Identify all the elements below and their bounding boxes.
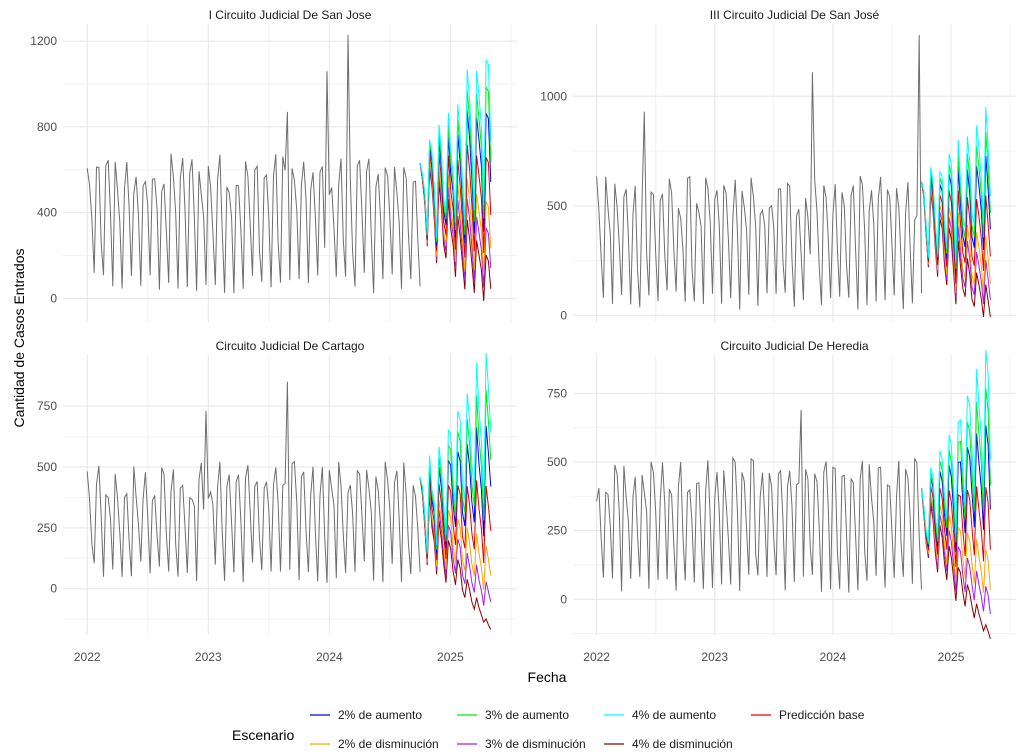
series-4-de-aumento <box>419 59 492 239</box>
series-4-de-aumento <box>921 106 991 263</box>
y-tick-label: 800 <box>37 120 57 134</box>
series-history <box>86 34 421 294</box>
legend-label: 4% de disminución <box>632 737 733 751</box>
y-tick-label: 0 <box>560 592 567 606</box>
y-tick-label: 500 <box>547 199 567 213</box>
panels-layer: 0 400 800 1200 I Circuito Judicial De San Jo… <box>30 8 1016 664</box>
series-2-de-disminuci-n <box>419 160 492 275</box>
series-history <box>86 381 421 583</box>
series-2-de-aumento <box>419 425 492 557</box>
series-2-de-disminuci-n <box>921 488 991 593</box>
x-tick-label: 2024 <box>316 650 343 664</box>
series-history <box>596 34 922 310</box>
legend-label: 2% de aumento <box>338 708 422 722</box>
legend-item: 3% de aumento <box>457 708 569 722</box>
series-predicci-n-base <box>419 144 492 258</box>
legend-item: 4% de disminución <box>604 737 733 751</box>
y-tick-label: 1200 <box>30 34 57 48</box>
x-tick-label: 2023 <box>195 650 222 664</box>
x-tick-label: 2023 <box>701 650 728 664</box>
y-tick-label: 750 <box>547 386 567 400</box>
x-axis-title: Fecha <box>528 669 567 685</box>
legend-label: 2% de disminución <box>338 737 439 751</box>
y-tick-label: 500 <box>37 460 57 474</box>
y-tick-label: 0 <box>560 308 567 322</box>
legend-label: 3% de aumento <box>485 708 569 722</box>
x-tick-label: 2022 <box>583 650 610 664</box>
y-tick-label: 0 <box>50 291 57 305</box>
panel-title: Circuito Judicial De Heredia <box>720 339 868 353</box>
legend-title: Escenario <box>232 727 294 743</box>
legend-item: 3% de disminución <box>457 737 586 751</box>
series-2-de-disminuci-n <box>419 477 492 590</box>
series-4-de-disminuci-n <box>419 477 492 630</box>
series-3-de-aumento <box>419 390 492 555</box>
y-tick-label: 250 <box>37 521 57 535</box>
y-tick-label: 250 <box>547 524 567 538</box>
x-tick-label: 2024 <box>820 650 847 664</box>
legend-label: Predicción base <box>779 708 865 722</box>
y-tick-label: 750 <box>37 399 57 413</box>
series-history <box>596 409 922 593</box>
panel-2: 0 500 1000 III Circuito Judicial De San Jos… <box>540 8 1016 322</box>
legend-item: 4% de aumento <box>604 708 716 722</box>
series-4-de-aumento <box>921 349 991 543</box>
legend-item: Predicción base <box>751 708 865 722</box>
series-3-de-disminuci-n <box>419 477 492 606</box>
x-tick-label: 2025 <box>437 650 464 664</box>
panel-1: 0 400 800 1200 I Circuito Judicial De San Jo… <box>30 8 517 322</box>
y-tick-label: 0 <box>50 582 57 596</box>
legend: Escenario 2% de aumento 3% de aumento 4% d… <box>232 708 865 751</box>
panel-title: III Circuito Judicial De San José <box>710 8 880 22</box>
legend-label: 3% de disminución <box>485 737 586 751</box>
legend-label: 4% de aumento <box>632 708 716 722</box>
series-4-de-aumento <box>419 352 492 553</box>
panel-title: I Circuito Judicial De San Jose <box>209 8 372 22</box>
series-predicci-n-base <box>419 474 492 564</box>
legend-item: 2% de aumento <box>310 708 422 722</box>
panel-4: 0 250 500 750 2022 2023 2024 2025 Circuito Judic… <box>547 339 1016 664</box>
series-predicci-n-base <box>921 486 991 567</box>
panel-title: Circuito Judicial De Cartago <box>216 339 365 353</box>
y-tick-label: 1000 <box>540 89 567 103</box>
y-tick-label: 400 <box>37 206 57 220</box>
x-tick-label: 2025 <box>938 650 965 664</box>
x-tick-label: 2022 <box>74 650 101 664</box>
legend-item: 2% de disminución <box>310 737 439 751</box>
y-tick-label: 500 <box>547 455 567 469</box>
panel-3: 0 250 500 750 2022 2023 2024 2025 Circuito Judic… <box>37 339 517 664</box>
y-axis-title: Cantidad de Casos Entrados <box>11 249 27 428</box>
